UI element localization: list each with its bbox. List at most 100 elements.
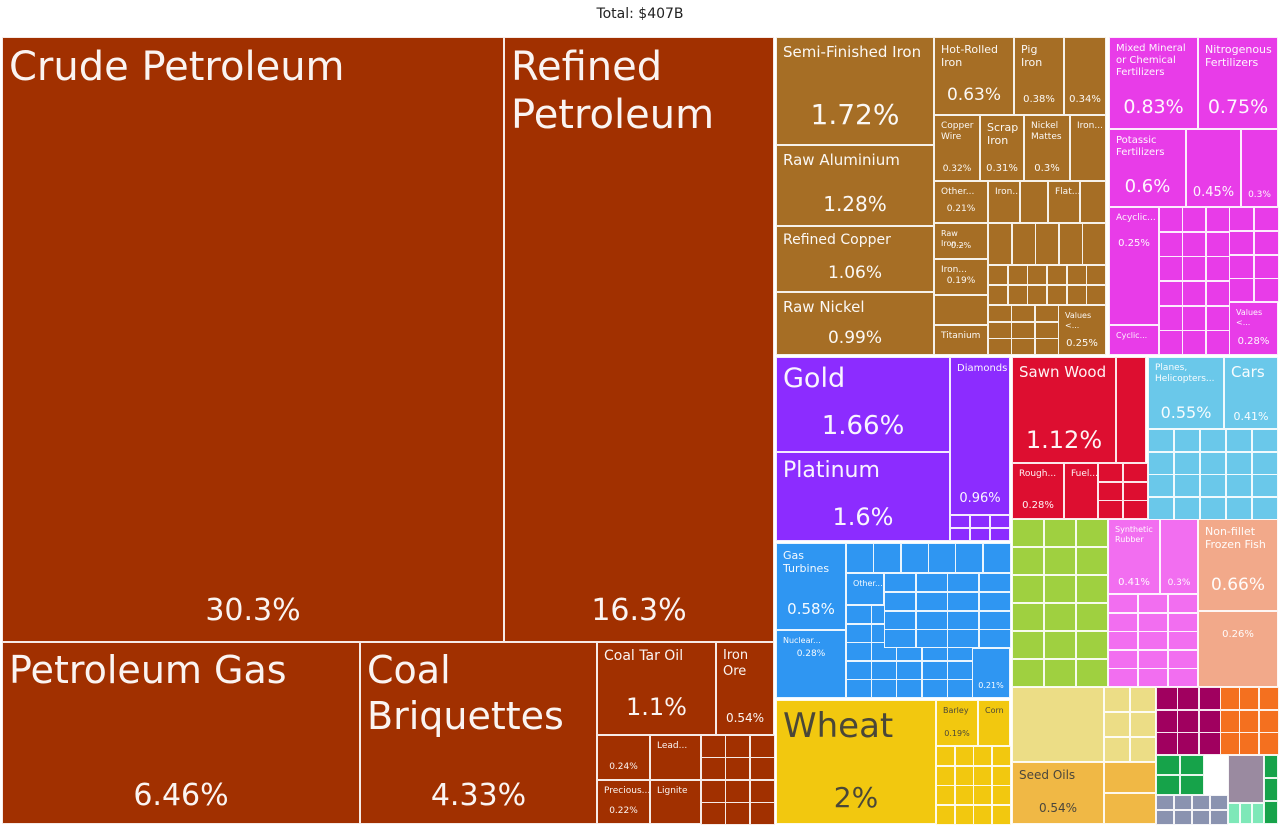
treemap-tile-mineral-products-minor[interactable] — [701, 802, 726, 825]
treemap-tile-vegetable-products-minor[interactable] — [1252, 803, 1264, 824]
treemap-tile-metals-minor[interactable] — [1011, 305, 1035, 322]
treemap-tile-chemical-products-minor[interactable] — [1206, 232, 1230, 257]
treemap-tile-raw-aluminium[interactable]: Raw Aluminium 1.28% — [776, 145, 934, 226]
treemap-tile-vegetable-products-minor[interactable] — [1210, 810, 1228, 825]
treemap-tile-transportation-minor[interactable] — [1252, 474, 1278, 497]
treemap-tile-semi-finished-iron[interactable]: Semi-Finished Iron 1.72% — [776, 37, 934, 145]
treemap-tile-precious-metals-minor[interactable] — [970, 528, 990, 541]
treemap-tile-machines-minor[interactable] — [979, 611, 1011, 630]
treemap-tile-machines-minor[interactable] — [916, 573, 948, 592]
treemap-tile-plastics-and-rubbers-minor[interactable] — [1168, 631, 1198, 650]
treemap-tile-vegetable-products-minor[interactable] — [1240, 803, 1252, 824]
treemap-tile-iron[interactable]: Iron... — [1070, 115, 1106, 181]
treemap-tile-machines-minor[interactable] — [871, 661, 897, 680]
treemap-tile-planes-helicopters[interactable]: Planes, Helicopters... 0.55% — [1148, 357, 1224, 429]
treemap-tile-metals-minor[interactable] — [1067, 265, 1087, 285]
treemap-tile-vegetable-products-minor[interactable] — [1156, 775, 1180, 795]
treemap-tile-chemical-products-minor[interactable] — [1159, 256, 1183, 281]
treemap-tile-plastics-and-rubbers-minor[interactable] — [1138, 650, 1168, 669]
treemap-tile-chemical-products-minor[interactable] — [1206, 207, 1230, 232]
treemap-tile-titanium[interactable]: Titanium — [934, 325, 988, 355]
treemap-tile-metals-minor[interactable] — [988, 305, 1012, 322]
treemap-tile-vegetable-products-minor[interactable] — [1156, 687, 1178, 710]
treemap-tile-transportation-minor[interactable] — [1226, 452, 1252, 475]
treemap-tile-machines-minor[interactable] — [901, 543, 929, 573]
treemap-tile-vegetable-products-minor[interactable] — [936, 785, 955, 805]
treemap-tile-crude-petroleum[interactable]: Crude Petroleum 30.3% — [2, 37, 504, 642]
treemap-tile-vegetable-products-minor[interactable] — [1012, 631, 1044, 659]
treemap-tile-plastics-and-rubbers-minor[interactable] — [1168, 594, 1198, 613]
treemap-tile-iron[interactable]: Iron... — [988, 181, 1020, 223]
treemap-tile-metals-minor[interactable] — [1008, 265, 1028, 285]
treemap-tile-transportation-minor[interactable] — [1226, 474, 1252, 497]
treemap-tile-metals-minor[interactable] — [1047, 265, 1067, 285]
treemap-tile-transportation-minor[interactable] — [1200, 497, 1226, 520]
treemap-tile-chemical-products-minor[interactable] — [1206, 256, 1230, 281]
treemap-tile-metals-minor[interactable] — [988, 223, 1012, 265]
treemap-tile-chemical-products-minor[interactable] — [1159, 281, 1183, 306]
treemap-tile-transportation-minor[interactable] — [1148, 452, 1174, 475]
treemap-tile-vegetable-products-minor[interactable] — [1012, 547, 1044, 575]
treemap-tile-lignite[interactable]: Lignite — [650, 780, 701, 824]
treemap-tile-vegetable-products-minor[interactable] — [1012, 575, 1044, 603]
treemap-tile-vegetable-products-minor[interactable] — [1210, 795, 1228, 810]
treemap-tile-metals-minor[interactable] — [1035, 338, 1059, 355]
treemap-tile-vegetable-products-minor[interactable] — [1264, 778, 1278, 801]
treemap-tile-chemical-products-item[interactable]: 0.3% — [1241, 129, 1278, 207]
treemap-tile-plastics-and-rubbers-item[interactable]: 0.3% — [1160, 519, 1198, 594]
treemap-tile-wood-products-minor[interactable] — [1098, 482, 1123, 501]
treemap-tile-vegetable-products-minor[interactable] — [1044, 547, 1076, 575]
treemap-tile-barley[interactable]: Barley 0.19% — [936, 700, 978, 746]
treemap-tile-chemical-products-minor[interactable] — [1159, 330, 1183, 355]
treemap-tile-plastics-and-rubbers-minor[interactable] — [1138, 594, 1168, 613]
treemap-tile-metals-minor[interactable] — [1035, 322, 1059, 339]
treemap-tile-vegetable-products-minor[interactable] — [1174, 810, 1192, 825]
treemap-tile-vegetable-products-minor[interactable] — [1012, 519, 1044, 547]
treemap-tile-raw-iron[interactable]: Raw Iron... 0.2% — [934, 223, 988, 259]
treemap-tile-vegetable-products-minor[interactable] — [955, 746, 974, 766]
treemap-tile-metals-minor[interactable] — [988, 322, 1012, 339]
treemap-tile-rough[interactable]: Rough... 0.28% — [1012, 463, 1064, 519]
treemap-tile-machines-minor[interactable] — [846, 642, 872, 661]
treemap-tile-plastics-and-rubbers-minor[interactable] — [1138, 631, 1168, 650]
treemap-tile-gold[interactable]: Gold 1.66% — [776, 357, 950, 452]
treemap-tile-cyclic[interactable]: Cyclic... — [1109, 325, 1159, 355]
treemap-tile-machines-minor[interactable] — [979, 629, 1011, 648]
treemap-tile-transportation-minor[interactable] — [1174, 429, 1200, 452]
treemap-tile-vegetable-products-minor[interactable] — [1156, 755, 1180, 775]
treemap-tile-mineral-products-minor[interactable] — [750, 757, 775, 780]
treemap-tile-wood-products-minor[interactable] — [1123, 500, 1148, 519]
treemap-tile-chemical-products-minor[interactable] — [1206, 306, 1230, 331]
treemap-tile-metals-minor[interactable] — [988, 338, 1012, 355]
treemap-tile-metals-minor[interactable] — [988, 285, 1008, 305]
treemap-tile-nuclear[interactable]: Nuclear... 0.28% — [776, 630, 846, 698]
treemap-tile-machines-minor[interactable] — [928, 543, 956, 573]
treemap-tile-machines-minor[interactable] — [947, 592, 979, 611]
treemap-tile-animal-and-vegetable-bi-products-minor[interactable] — [1104, 762, 1156, 793]
treemap-tile-vegetable-products-minor[interactable] — [1174, 795, 1192, 810]
treemap-tile-diamonds[interactable]: Diamonds 0.96% — [950, 357, 1010, 515]
treemap-tile-vegetable-products-minor[interactable] — [1076, 547, 1108, 575]
treemap-tile-vegetable-products-minor[interactable] — [1044, 575, 1076, 603]
treemap-tile-metals-minor[interactable] — [1008, 285, 1028, 305]
treemap-tile-metals-minor[interactable] — [1012, 223, 1036, 265]
treemap-tile-values[interactable]: Values <... 0.28% — [1229, 302, 1278, 355]
treemap-tile-stone-and-glass-minor[interactable] — [1104, 737, 1130, 762]
treemap-tile-animal-products-item[interactable]: 0.26% — [1198, 611, 1278, 687]
treemap-tile-machines-minor[interactable] — [916, 592, 948, 611]
treemap-tile-metals-minor[interactable] — [1086, 285, 1106, 305]
treemap-tile-machines-minor[interactable] — [922, 679, 948, 698]
treemap-tile-vegetable-products-minor[interactable] — [1012, 603, 1044, 631]
treemap-tile-chemical-products-minor[interactable] — [1182, 306, 1206, 331]
treemap-tile-plastics-and-rubbers-minor[interactable] — [1168, 668, 1198, 687]
treemap-tile-metals-minor[interactable] — [1067, 285, 1087, 305]
treemap-tile-vegetable-products-minor[interactable] — [1156, 710, 1178, 733]
treemap-tile-machines-minor[interactable] — [955, 543, 983, 573]
treemap-tile-machines-minor[interactable] — [947, 573, 979, 592]
treemap-tile-animal-and-vegetable-bi-products-minor[interactable] — [1104, 793, 1156, 824]
treemap-tile-vegetable-products-minor[interactable] — [973, 785, 992, 805]
treemap-tile-metals-minor[interactable] — [1027, 265, 1047, 285]
treemap-tile-metals-minor[interactable] — [1035, 305, 1059, 322]
treemap-tile-precious[interactable]: Precious... 0.22% — [597, 780, 650, 824]
treemap-tile-machines-minor[interactable] — [873, 543, 901, 573]
